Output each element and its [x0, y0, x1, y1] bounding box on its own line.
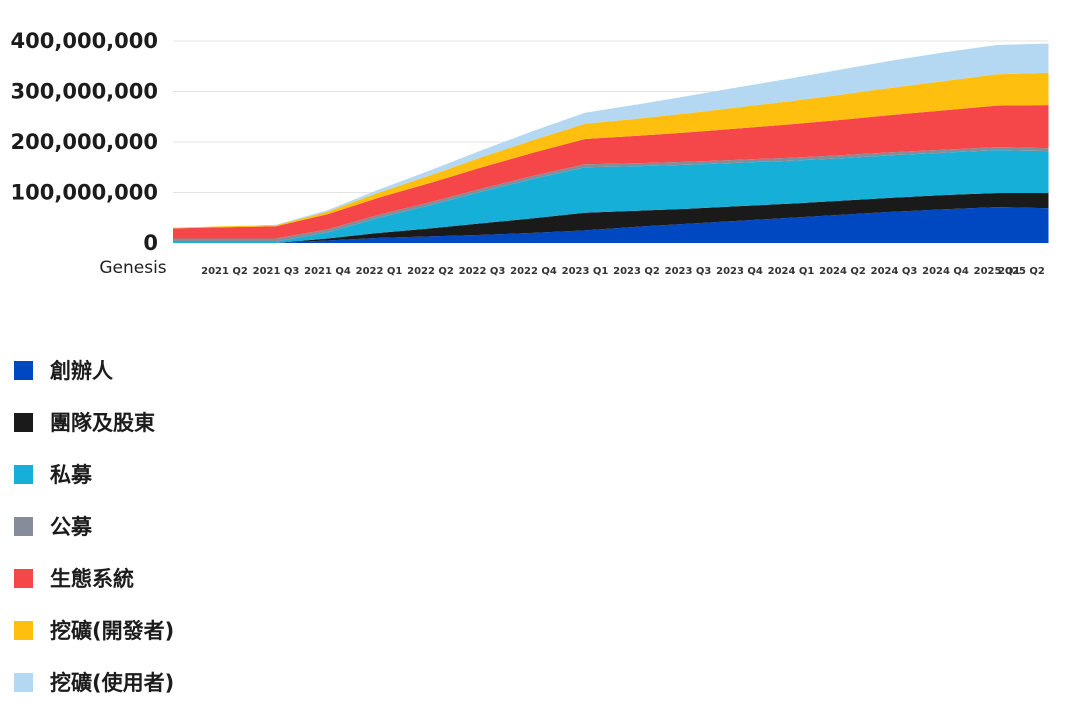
x-tick-label: 2021 Q3	[253, 266, 300, 277]
x-tick-label: 2024 Q4	[922, 266, 969, 277]
x-tick-label: 2023 Q1	[562, 266, 609, 277]
legend-label: 創辦人	[50, 359, 113, 383]
legend-swatch	[14, 568, 33, 588]
x-tick-label: 2023 Q3	[665, 266, 712, 277]
x-tick-label: Genesis	[99, 258, 166, 278]
legend-label: 挖礦(開發者)	[50, 619, 175, 643]
area-series-5	[173, 72, 1049, 229]
legend-item: 團隊及股東	[14, 396, 174, 448]
y-tick-label: 400,000,000	[11, 29, 158, 53]
legend-item: 創辦人	[14, 344, 174, 396]
legend-swatch	[14, 412, 33, 432]
x-tick-label: 2024 Q2	[819, 266, 866, 277]
area-series-0	[173, 207, 1049, 243]
legend-item: 公募	[14, 500, 174, 552]
x-tick-label: 2023 Q4	[716, 266, 763, 277]
legend-label: 私募	[50, 463, 92, 487]
y-tick-label: 0	[143, 231, 158, 255]
y-tick-label: 300,000,000	[11, 80, 158, 104]
legend-swatch	[14, 620, 33, 640]
area-series-2	[173, 150, 1049, 243]
stacked-area-chart: 0 100,000,000 200,000,000 300,000,000 400,00…	[11, 29, 1049, 278]
x-tick-label: 2024 Q3	[871, 266, 918, 277]
x-tick-label: 2022 Q4	[510, 266, 557, 277]
legend-label: 公募	[50, 515, 92, 539]
legend-item: 挖礦(使用者)	[14, 656, 174, 708]
legend-label: 挖礦(使用者)	[50, 671, 175, 695]
legend-swatch	[14, 360, 33, 380]
x-tick-label: 2021 Q2	[201, 266, 248, 277]
x-tick-label: 2025 Q2	[998, 266, 1045, 277]
legend-swatch	[14, 464, 33, 484]
x-tick-label: 2024 Q1	[768, 266, 815, 277]
y-tick-label: 200,000,000	[11, 130, 158, 154]
legend-swatch	[14, 672, 33, 692]
x-tick-label: 2025 Q1	[974, 266, 1021, 277]
y-tick-label: 100,000,000	[11, 181, 158, 205]
legend-item: 生態系統	[14, 552, 174, 604]
legend-item: 挖礦(開發者)	[14, 604, 174, 656]
legend-label: 生態系統	[50, 567, 134, 591]
area-series-1	[173, 193, 1049, 243]
legend-label: 團隊及股東	[50, 411, 155, 435]
x-tick-label: 2022 Q3	[459, 266, 506, 277]
legend-swatch	[14, 516, 33, 536]
legend-item: 私募	[14, 448, 174, 500]
x-tick-label: 2022 Q1	[356, 266, 403, 277]
x-tick-label: 2023 Q2	[613, 266, 660, 277]
area-series-6	[173, 43, 1049, 228]
area-series-4	[173, 105, 1049, 239]
y-axis-ticks: 0 100,000,000 200,000,000 300,000,000 400,00…	[11, 29, 158, 255]
area-series-3	[173, 147, 1049, 242]
x-tick-label: 2021 Q4	[304, 266, 351, 277]
x-tick-label: 2022 Q2	[407, 266, 454, 277]
x-axis-ticks: Genesis 2021 Q2 2021 Q3 2021 Q4 2022 Q1 2022 …	[99, 258, 1045, 278]
area-series	[173, 43, 1049, 243]
chart-legend: 創辦人團隊及股東私募公募生態系統挖礦(開發者) 挖礦(使用者)	[14, 344, 174, 708]
